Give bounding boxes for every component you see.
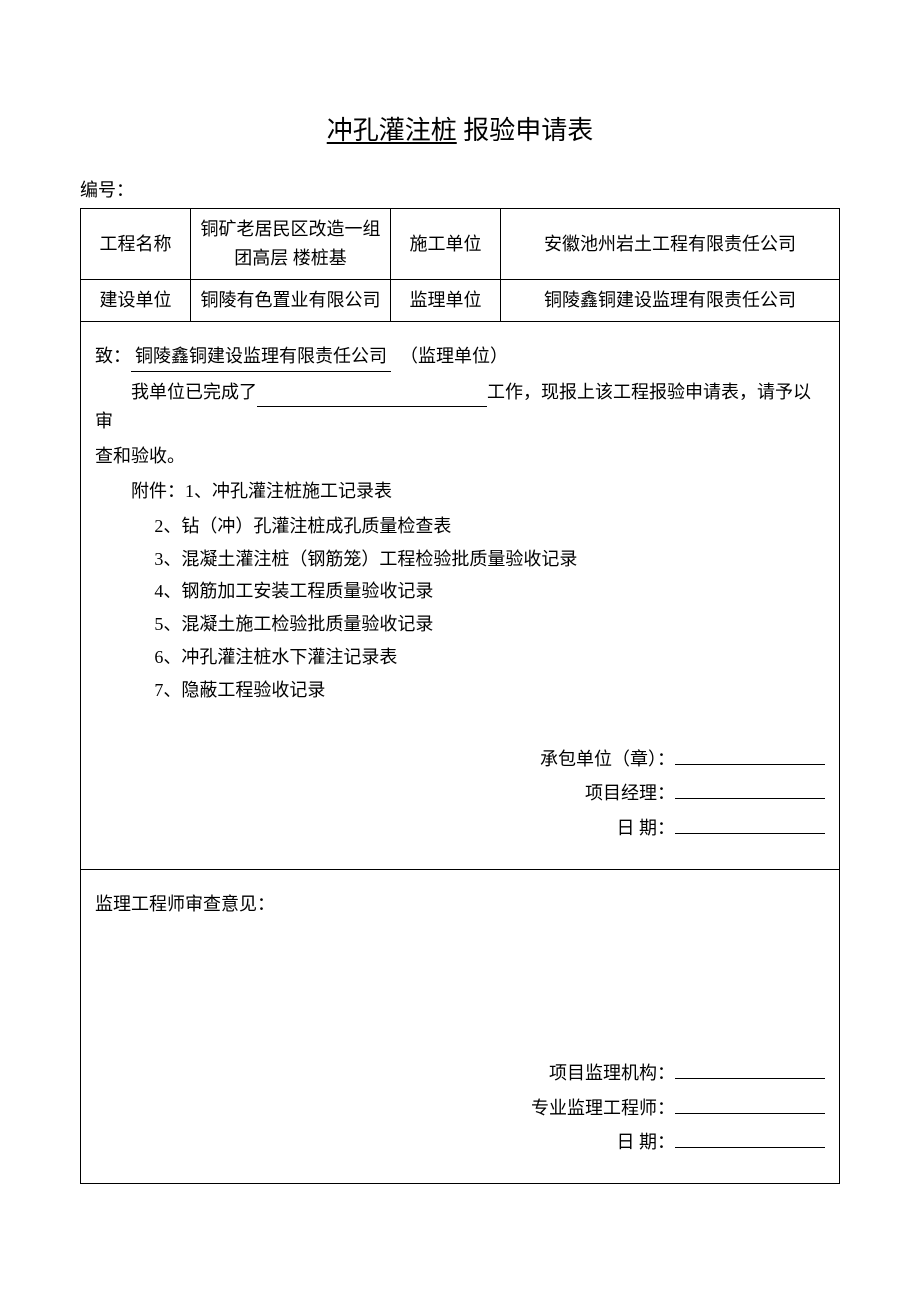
review-date-label: 日 期： bbox=[617, 1128, 676, 1157]
contractor-seal-line[interactable] bbox=[675, 747, 825, 765]
project-manager-label: 项目经理： bbox=[585, 779, 675, 808]
completed-prefix: 我单位已完成了 bbox=[131, 382, 257, 402]
attachments-heading: 附件：1、冲孔灌注桩施工记录表 bbox=[95, 477, 825, 506]
attachments-list: 2、钻（冲）孔灌注桩成孔质量检查表 3、混凝土灌注桩（钢筋笼）工程检验批质量验收… bbox=[154, 512, 825, 705]
completed-line-2: 查和验收。 bbox=[95, 442, 825, 471]
supervision-org-label: 项目监理机构： bbox=[549, 1059, 675, 1088]
date-label: 日 期： bbox=[617, 814, 676, 843]
cell-supervision-unit-value: 铜陵鑫铜建设监理有限责任公司 bbox=[501, 279, 840, 321]
attach-item: 6、冲孔灌注桩水下灌注记录表 bbox=[154, 643, 825, 672]
page-title: 冲孔灌注桩 报验申请表 bbox=[80, 110, 840, 152]
attach-item: 2、钻（冲）孔灌注桩成孔质量检查表 bbox=[154, 512, 825, 541]
attach-item-1: 1、冲孔灌注桩施工记录表 bbox=[185, 481, 392, 501]
date-line[interactable] bbox=[675, 816, 825, 834]
to-name: 铜陵鑫铜建设监理有限责任公司 bbox=[131, 342, 391, 372]
cell-construction-unit-value: 安徽池州岩土工程有限责任公司 bbox=[501, 209, 840, 280]
supervision-engineer-label: 专业监理工程师： bbox=[531, 1094, 675, 1123]
contractor-seal-label: 承包单位（章）： bbox=[540, 745, 675, 774]
table-row: 工程名称 铜矿老居民区改造一组团高层 楼桩基 施工单位 安徽池州岩土工程有限责任… bbox=[81, 209, 840, 280]
table-row: 建设单位 铜陵有色置业有限公司 监理单位 铜陵鑫铜建设监理有限责任公司 bbox=[81, 279, 840, 321]
cell-project-name-value: 铜矿老居民区改造一组团高层 楼桩基 bbox=[191, 209, 391, 280]
review-heading: 监理工程师审查意见： bbox=[95, 890, 825, 919]
attach-item: 3、混凝土灌注桩（钢筋笼）工程检验批质量验收记录 bbox=[154, 545, 825, 574]
title-underlined: 冲孔灌注桩 bbox=[327, 116, 457, 145]
doc-number-label: 编号： bbox=[80, 176, 840, 205]
supervision-engineer-line[interactable] bbox=[675, 1096, 825, 1114]
cell-supervision-unit-label: 监理单位 bbox=[391, 279, 501, 321]
body-table: 致： 铜陵鑫铜建设监理有限责任公司 （监理单位） 我单位已完成了 工作，现报上该… bbox=[80, 322, 840, 1184]
to-prefix: 致： bbox=[95, 346, 131, 366]
supervision-org-line[interactable] bbox=[675, 1061, 825, 1079]
review-date-line[interactable] bbox=[675, 1130, 825, 1148]
supervisor-signature-block: 项目监理机构： 专业监理工程师： 日 期： bbox=[95, 1059, 825, 1157]
to-suffix: （监理单位） bbox=[400, 346, 508, 366]
info-table: 工程名称 铜矿老居民区改造一组团高层 楼桩基 施工单位 安徽池州岩土工程有限责任… bbox=[80, 208, 840, 321]
attach-label: 附件： bbox=[131, 481, 185, 501]
completed-line: 我单位已完成了 工作，现报上该工程报验申请表，请予以审 bbox=[95, 378, 825, 437]
review-cell: 监理工程师审查意见： 项目监理机构： 专业监理工程师： 日 期： bbox=[81, 869, 840, 1183]
title-rest: 报验申请表 bbox=[457, 116, 594, 145]
cell-project-name-label: 工程名称 bbox=[81, 209, 191, 280]
contractor-signature-block: 承包单位（章）： 项目经理： 日 期： bbox=[95, 745, 825, 843]
attach-item: 5、混凝土施工检验批质量验收记录 bbox=[154, 610, 825, 639]
attach-item: 4、钢筋加工安装工程质量验收记录 bbox=[154, 577, 825, 606]
cell-build-unit-label: 建设单位 bbox=[81, 279, 191, 321]
completed-blank[interactable] bbox=[257, 378, 487, 408]
cell-build-unit-value: 铜陵有色置业有限公司 bbox=[191, 279, 391, 321]
attach-item: 7、隐蔽工程验收记录 bbox=[154, 676, 825, 705]
to-line: 致： 铜陵鑫铜建设监理有限责任公司 （监理单位） bbox=[95, 342, 825, 372]
project-manager-line[interactable] bbox=[675, 781, 825, 799]
application-body-cell: 致： 铜陵鑫铜建设监理有限责任公司 （监理单位） 我单位已完成了 工作，现报上该… bbox=[81, 322, 840, 870]
cell-construction-unit-label: 施工单位 bbox=[391, 209, 501, 280]
